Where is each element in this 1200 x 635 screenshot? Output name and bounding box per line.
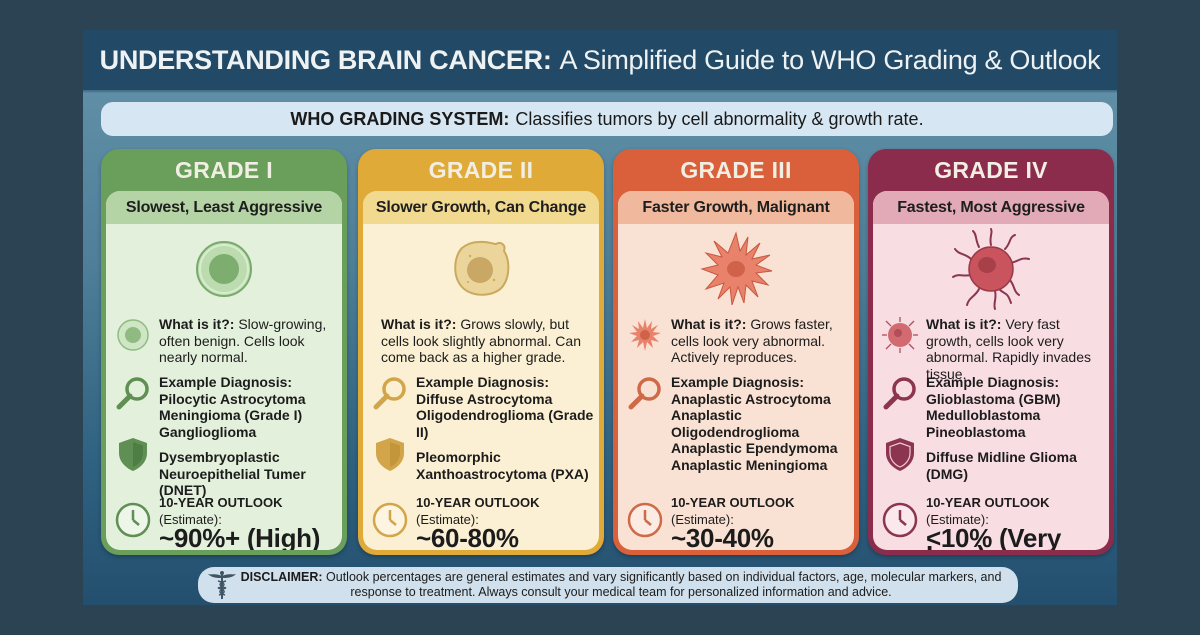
disclaimer-banner: DISCLAIMER: Outlook percentages are gene… bbox=[198, 567, 1018, 603]
small-spiky-cell-icon bbox=[629, 319, 661, 351]
shield-icon bbox=[886, 438, 914, 471]
clock-icon bbox=[882, 502, 918, 538]
shield-diagnosis: Diffuse Midline Glioma (DMG) bbox=[926, 449, 1077, 482]
grade-card-body: Fastest, Most Aggressive What is it?: Ve… bbox=[873, 191, 1109, 550]
outlook-value: <10% (Very Low) bbox=[926, 523, 1062, 550]
disclaimer-text: DISCLAIMER: Outlook percentages are gene… bbox=[240, 570, 1002, 599]
small-cell-icon bbox=[117, 319, 149, 351]
outlook-value: ~30-40% bbox=[671, 523, 774, 550]
outlook: 10-YEAR OUTLOOK (Estimate): <10% (Very L… bbox=[926, 495, 1105, 550]
grade-subtitle: Faster Growth, Malignant bbox=[618, 191, 854, 224]
shield-icon bbox=[119, 438, 147, 471]
magnifier-icon bbox=[628, 377, 661, 410]
outlook: 10-YEAR OUTLOOK (Estimate): ~60-80% bbox=[416, 495, 595, 550]
who-grading-banner: WHO GRADING SYSTEM: Classifies tumors by… bbox=[101, 102, 1113, 136]
outlook-value: ~90%+ (High) bbox=[159, 523, 321, 550]
grade-card-2: GRADE II Slower Growth, Can Change What … bbox=[358, 149, 604, 555]
magnifier-icon bbox=[116, 377, 149, 410]
shield-icon bbox=[376, 438, 404, 471]
what-is-it: What is it?: Very fast growth, cells loo… bbox=[926, 316, 1091, 382]
grade-subtitle: Slower Growth, Can Change bbox=[363, 191, 599, 224]
grade-card-1: GRADE I Slowest, Least Aggressive What i… bbox=[101, 149, 347, 555]
grade-subtitle: Slowest, Least Aggressive bbox=[106, 191, 342, 224]
who-banner-label: WHO GRADING SYSTEM: bbox=[290, 108, 510, 129]
magnifier-icon bbox=[883, 377, 916, 410]
small-tentacled-cell-icon bbox=[882, 317, 918, 353]
grade-card-4: GRADE IV Fastest, Most Aggressive Wha bbox=[868, 149, 1114, 555]
example-diagnosis: Example Diagnosis: Glioblastoma (GBM) Me… bbox=[926, 374, 1061, 440]
caduceus-icon bbox=[208, 571, 236, 599]
grade-title: GRADE III bbox=[680, 156, 792, 183]
grade-title: GRADE I bbox=[175, 156, 273, 183]
page-title: UNDERSTANDING BRAIN CANCER: A Simplified… bbox=[83, 30, 1117, 90]
outlook: 10-YEAR OUTLOOK (Estimate): ~30-40% bbox=[671, 495, 850, 550]
grade-card-body: Slower Growth, Can Change What is it?: G… bbox=[363, 191, 599, 550]
spiky-cell-icon bbox=[618, 229, 854, 309]
what-is-it: What is it?: Grows slowly, but cells loo… bbox=[381, 316, 581, 365]
what-is-it: What is it?: Slow-growing, often benign.… bbox=[159, 316, 327, 365]
clock-icon bbox=[372, 502, 408, 538]
infographic-panel: UNDERSTANDING BRAIN CANCER: A Simplified… bbox=[83, 30, 1117, 605]
grade-title: GRADE II bbox=[428, 156, 534, 183]
grade-card-body: Slowest, Least Aggressive What is it?: S… bbox=[106, 191, 342, 550]
example-diagnosis: Example Diagnosis: Diffuse Astrocytoma O… bbox=[416, 374, 594, 440]
what-is-it: What is it?: Grows faster, cells look ve… bbox=[671, 316, 833, 365]
outlook: 10-YEAR OUTLOOK (Estimate): ~90%+ (High) bbox=[159, 495, 338, 550]
clock-icon bbox=[115, 502, 151, 538]
example-diagnosis: Example Diagnosis: Anaplastic Astrocytom… bbox=[671, 374, 838, 473]
irregular-cell-icon bbox=[363, 229, 599, 309]
grade-card-3: GRADE III Faster Growth, Malignant What … bbox=[613, 149, 859, 555]
shield-diagnosis: Dysembryoplastic Neuroepithelial Tumer (… bbox=[159, 449, 306, 498]
magnifier-icon bbox=[373, 377, 406, 410]
grade-title: GRADE IV bbox=[934, 156, 1048, 183]
outlook-value: ~60-80% bbox=[416, 523, 519, 550]
round-cell-icon bbox=[106, 229, 342, 309]
title-bold: UNDERSTANDING BRAIN CANCER: bbox=[99, 44, 552, 75]
grade-card-body: Faster Growth, Malignant What is it?: Gr… bbox=[618, 191, 854, 550]
clock-icon bbox=[627, 502, 663, 538]
who-banner-text: Classifies tumors by cell abnormality & … bbox=[515, 108, 924, 129]
title-rest: A Simplified Guide to WHO Grading & Outl… bbox=[559, 44, 1101, 75]
tentacled-cell-icon bbox=[873, 228, 1109, 310]
example-diagnosis: Example Diagnosis: Pilocytic Astrocytoma… bbox=[159, 374, 306, 440]
grade-subtitle: Fastest, Most Aggressive bbox=[873, 191, 1109, 224]
shield-diagnosis: Pleomorphic Xanthoastrocytoma (PXA) bbox=[416, 449, 589, 482]
